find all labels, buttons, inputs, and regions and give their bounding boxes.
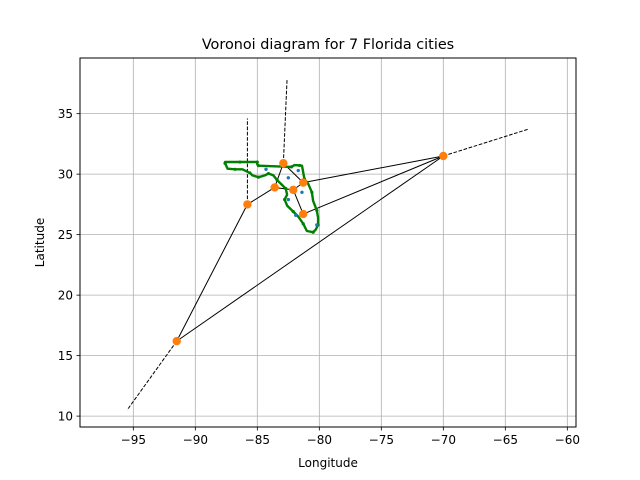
outline-vertex (233, 167, 237, 171)
outline-vertex (275, 178, 279, 182)
x-tick-label: −95 (121, 433, 146, 447)
ridge-line (176, 204, 248, 342)
x-axis-label: Longitude (298, 456, 358, 470)
vertex-points (172, 151, 448, 346)
x-tick-label: −85 (245, 433, 270, 447)
x-tick-label: −90 (183, 433, 208, 447)
city-point (286, 176, 291, 180)
outline-vertex (283, 197, 287, 202)
open-ridge-line (126, 340, 178, 411)
chart-title: Voronoi diagram for 7 Florida cities (202, 37, 454, 53)
vertex-point (289, 185, 298, 195)
x-tick-label: −75 (369, 433, 394, 447)
city-point (294, 213, 298, 217)
y-tick-label: 30 (58, 168, 73, 182)
x-tick-label: −60 (555, 433, 580, 447)
y-tick-label: 35 (58, 107, 73, 121)
ridge-line (247, 187, 275, 205)
vertex-point (279, 159, 288, 168)
outline-vertex (310, 190, 314, 194)
outline-vertex (238, 160, 242, 164)
open-ridge-line (443, 128, 528, 157)
vertex-point (270, 183, 279, 192)
outline-vertex (284, 187, 288, 191)
city-points (264, 167, 319, 227)
plot-area (126, 78, 528, 411)
x-axis-ticks: −95 −90 −85 −80 −75 −70 −65 −60 (121, 427, 580, 447)
ridge-lines (176, 155, 444, 342)
ridge-line (303, 155, 444, 215)
y-tick-label: 20 (58, 289, 73, 303)
ridge-line (292, 189, 304, 215)
outline-vertex (315, 208, 319, 213)
outline-vertex (256, 175, 261, 179)
vertex-point (243, 200, 252, 209)
x-tick-label: −70 (431, 433, 456, 447)
outline-vertex (223, 161, 227, 165)
y-tick-label: 15 (58, 349, 73, 363)
grid (80, 58, 576, 427)
axes-frame (79, 57, 577, 428)
y-axis-label: Latitude (33, 218, 47, 267)
city-point (300, 190, 304, 194)
y-tick-label: 25 (58, 228, 73, 242)
y-axis-ticks: 10 15 20 25 30 35 (58, 107, 80, 424)
vertex-point (299, 209, 308, 219)
outline-vertex (255, 160, 259, 164)
vertex-point (172, 336, 181, 346)
outline-vertex (297, 163, 302, 168)
city-point (264, 167, 268, 172)
outline-vertex (248, 171, 252, 175)
city-point (296, 168, 300, 173)
x-tick-label: −65 (493, 433, 518, 447)
outline-vertex (266, 171, 271, 176)
outline-vertex (289, 165, 294, 169)
open-ridge-line (282, 78, 288, 164)
vertex-point (299, 178, 308, 187)
y-tick-label: 10 (58, 410, 73, 424)
vertex-point (439, 151, 448, 161)
ridge-line (176, 155, 444, 342)
outline-vertex (311, 230, 315, 234)
outline-vertex (291, 210, 295, 214)
x-tick-label: −80 (307, 433, 332, 447)
ridge-line (303, 155, 444, 184)
city-point (286, 197, 291, 202)
outline-vertex (256, 164, 261, 168)
city-point (315, 223, 319, 227)
outline-vertex (301, 222, 305, 226)
